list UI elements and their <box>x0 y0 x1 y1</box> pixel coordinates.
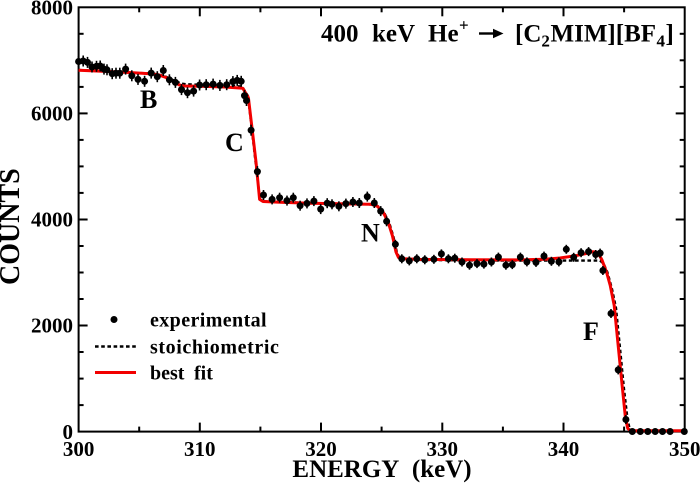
svg-text:310: 310 <box>184 437 216 461</box>
svg-text:4000: 4000 <box>31 208 73 232</box>
svg-text:+: + <box>459 16 469 35</box>
svg-text:6000: 6000 <box>31 102 73 126</box>
svg-text:4: 4 <box>657 32 666 51</box>
svg-text:F: F <box>583 317 599 346</box>
svg-text:300: 300 <box>63 437 95 461</box>
svg-text:MIM][BF: MIM][BF <box>551 21 657 48</box>
svg-text:]: ] <box>666 21 674 48</box>
svg-text:COUNTS: COUNTS <box>0 168 26 285</box>
svg-text:experimental: experimental <box>150 310 267 332</box>
svg-text:best: best <box>150 363 185 385</box>
svg-text:stoichiometric: stoichiometric <box>150 337 279 359</box>
svg-text:fit: fit <box>194 363 213 385</box>
svg-text:340: 340 <box>548 437 580 461</box>
svg-text:0: 0 <box>63 420 74 444</box>
svg-text:B: B <box>140 85 157 114</box>
svg-text:N: N <box>361 219 380 248</box>
svg-text:2000: 2000 <box>31 314 73 338</box>
svg-text:320: 320 <box>305 437 337 461</box>
svg-text:C: C <box>225 128 244 157</box>
svg-text:[C: [C <box>515 21 541 48</box>
svg-text:2: 2 <box>541 32 550 51</box>
svg-text:350: 350 <box>669 437 700 461</box>
svg-text:He: He <box>428 21 459 48</box>
svg-text:400: 400 <box>321 21 359 48</box>
svg-text:8000: 8000 <box>31 0 73 20</box>
svg-text:330: 330 <box>427 437 459 461</box>
svg-text:keV: keV <box>372 21 415 48</box>
svg-text:ENERGY (keV): ENERGY (keV) <box>292 456 471 483</box>
